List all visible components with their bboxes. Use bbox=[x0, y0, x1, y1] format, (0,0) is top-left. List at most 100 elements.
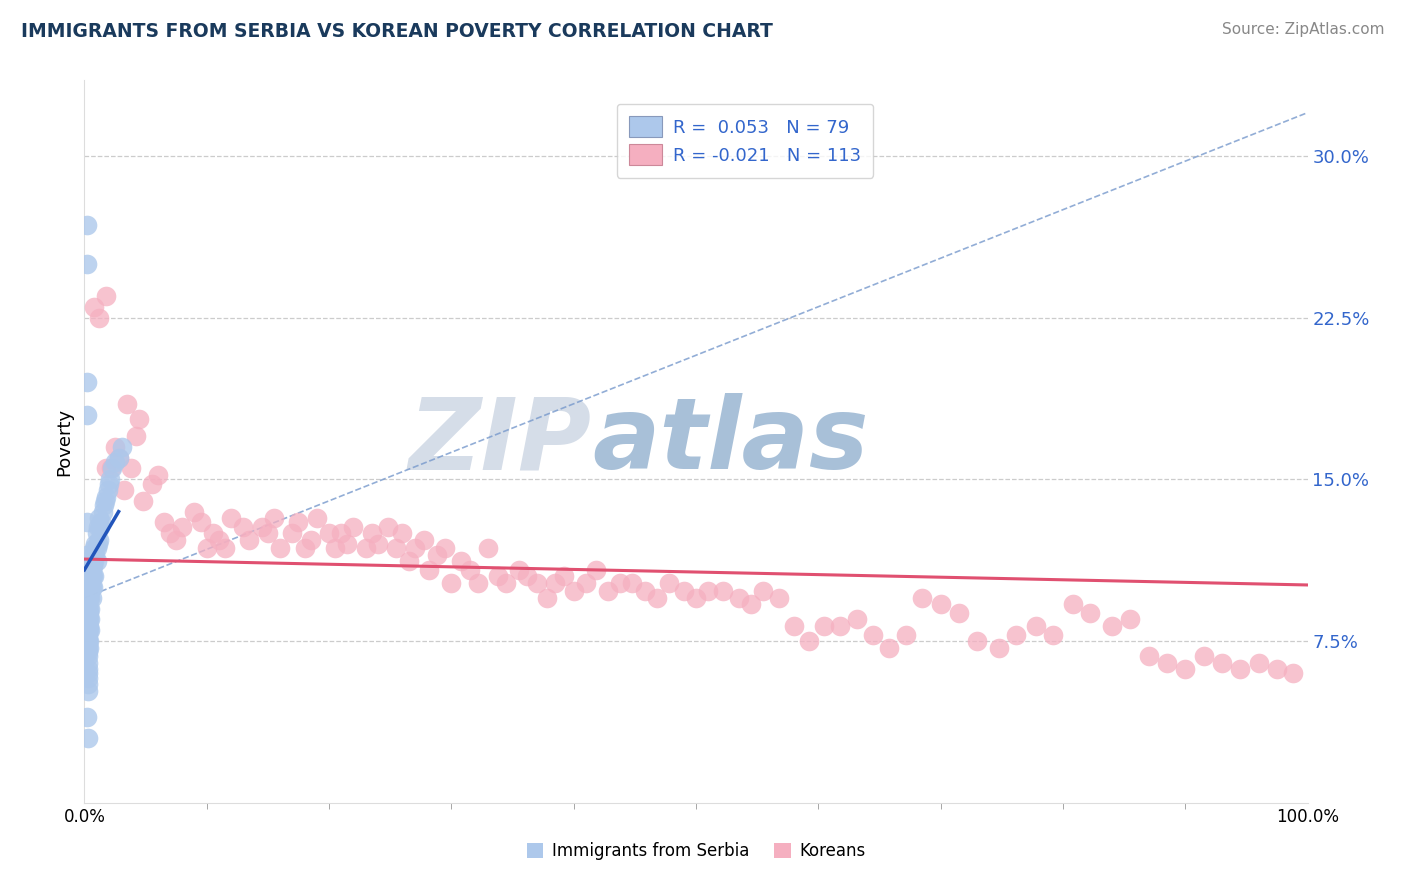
Point bbox=[281, 526, 304, 541]
Point bbox=[536, 591, 558, 605]
Point bbox=[82, 548, 104, 562]
Point bbox=[76, 257, 98, 271]
Point bbox=[77, 683, 100, 698]
Point bbox=[90, 516, 112, 530]
Point bbox=[768, 591, 790, 605]
Point bbox=[495, 575, 517, 590]
Point bbox=[153, 516, 176, 530]
Point bbox=[77, 627, 100, 641]
Point bbox=[740, 598, 762, 612]
Point bbox=[77, 649, 100, 664]
Point bbox=[77, 584, 100, 599]
Point bbox=[77, 640, 100, 655]
Point bbox=[1174, 662, 1197, 676]
Point bbox=[77, 634, 100, 648]
Point bbox=[146, 467, 169, 482]
Point bbox=[80, 591, 103, 605]
Point bbox=[1025, 619, 1047, 633]
Point bbox=[87, 520, 110, 534]
Text: Source: ZipAtlas.com: Source: ZipAtlas.com bbox=[1222, 22, 1385, 37]
Point bbox=[645, 591, 668, 605]
Point bbox=[76, 709, 98, 723]
Point bbox=[1192, 649, 1215, 664]
Point bbox=[77, 624, 100, 638]
Point bbox=[80, 580, 103, 594]
Point bbox=[195, 541, 218, 556]
Point bbox=[633, 584, 655, 599]
Point bbox=[336, 537, 359, 551]
Point bbox=[877, 640, 900, 655]
Point bbox=[360, 526, 382, 541]
Point bbox=[76, 580, 98, 594]
Point bbox=[77, 619, 100, 633]
Point bbox=[450, 554, 472, 568]
Point bbox=[697, 584, 720, 599]
Point bbox=[76, 218, 98, 232]
Point bbox=[89, 520, 111, 534]
Point bbox=[609, 575, 631, 590]
Point bbox=[418, 563, 440, 577]
Point bbox=[77, 575, 100, 590]
Point bbox=[107, 450, 129, 465]
Point bbox=[526, 575, 548, 590]
Point bbox=[287, 516, 309, 530]
Point bbox=[1101, 619, 1123, 633]
Point bbox=[91, 505, 114, 519]
Point bbox=[101, 461, 124, 475]
Point bbox=[87, 310, 110, 325]
Point bbox=[190, 516, 212, 530]
Point bbox=[86, 541, 108, 556]
Point bbox=[585, 563, 607, 577]
Point bbox=[1078, 606, 1101, 620]
Point bbox=[862, 627, 884, 641]
Point bbox=[79, 601, 101, 615]
Point bbox=[685, 591, 707, 605]
Point bbox=[76, 548, 98, 562]
Point bbox=[966, 634, 988, 648]
Point bbox=[330, 526, 353, 541]
Point bbox=[77, 624, 100, 638]
Point bbox=[1062, 598, 1084, 612]
Point bbox=[76, 601, 98, 615]
Point bbox=[77, 640, 100, 655]
Point bbox=[797, 634, 820, 648]
Point bbox=[544, 575, 567, 590]
Point bbox=[107, 450, 129, 465]
Point bbox=[896, 627, 918, 641]
Point bbox=[83, 554, 105, 568]
Point bbox=[1282, 666, 1305, 681]
Point bbox=[97, 483, 120, 497]
Point bbox=[434, 541, 457, 556]
Point bbox=[294, 541, 316, 556]
Point bbox=[86, 526, 108, 541]
Point bbox=[232, 520, 254, 534]
Point bbox=[562, 584, 585, 599]
Point bbox=[77, 656, 100, 670]
Point bbox=[141, 476, 163, 491]
Point bbox=[263, 511, 285, 525]
Point bbox=[711, 584, 734, 599]
Point bbox=[426, 548, 449, 562]
Point bbox=[77, 606, 100, 620]
Point bbox=[79, 569, 101, 583]
Point bbox=[84, 537, 107, 551]
Point bbox=[111, 440, 134, 454]
Point bbox=[125, 429, 148, 443]
Point bbox=[477, 541, 499, 556]
Point bbox=[115, 397, 138, 411]
Point bbox=[96, 490, 118, 504]
Point bbox=[82, 580, 104, 594]
Point bbox=[948, 606, 970, 620]
Point bbox=[238, 533, 260, 547]
Point bbox=[77, 612, 100, 626]
Point bbox=[596, 584, 619, 599]
Point bbox=[77, 662, 100, 676]
Point bbox=[727, 591, 749, 605]
Point bbox=[553, 569, 575, 583]
Point bbox=[783, 619, 806, 633]
Point bbox=[77, 591, 100, 605]
Point bbox=[96, 289, 118, 303]
Point bbox=[752, 584, 775, 599]
Point bbox=[911, 591, 934, 605]
Y-axis label: Poverty: Poverty bbox=[55, 408, 73, 475]
